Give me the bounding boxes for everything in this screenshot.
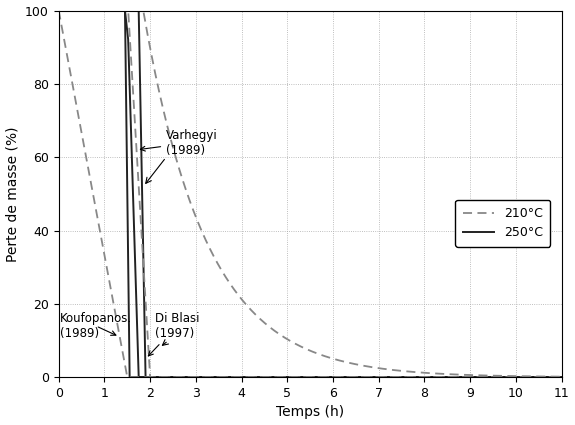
Text: Koufopanos.
(1989): Koufopanos. (1989) (60, 312, 132, 340)
Y-axis label: Perte de masse (%): Perte de masse (%) (6, 126, 20, 262)
X-axis label: Temps (h): Temps (h) (276, 405, 344, 419)
Legend: 210°C, 250°C: 210°C, 250°C (455, 200, 550, 247)
Text: Varhegyi
(1989): Varhegyi (1989) (140, 128, 218, 156)
Text: Di Blasi
(1997): Di Blasi (1997) (148, 312, 199, 356)
